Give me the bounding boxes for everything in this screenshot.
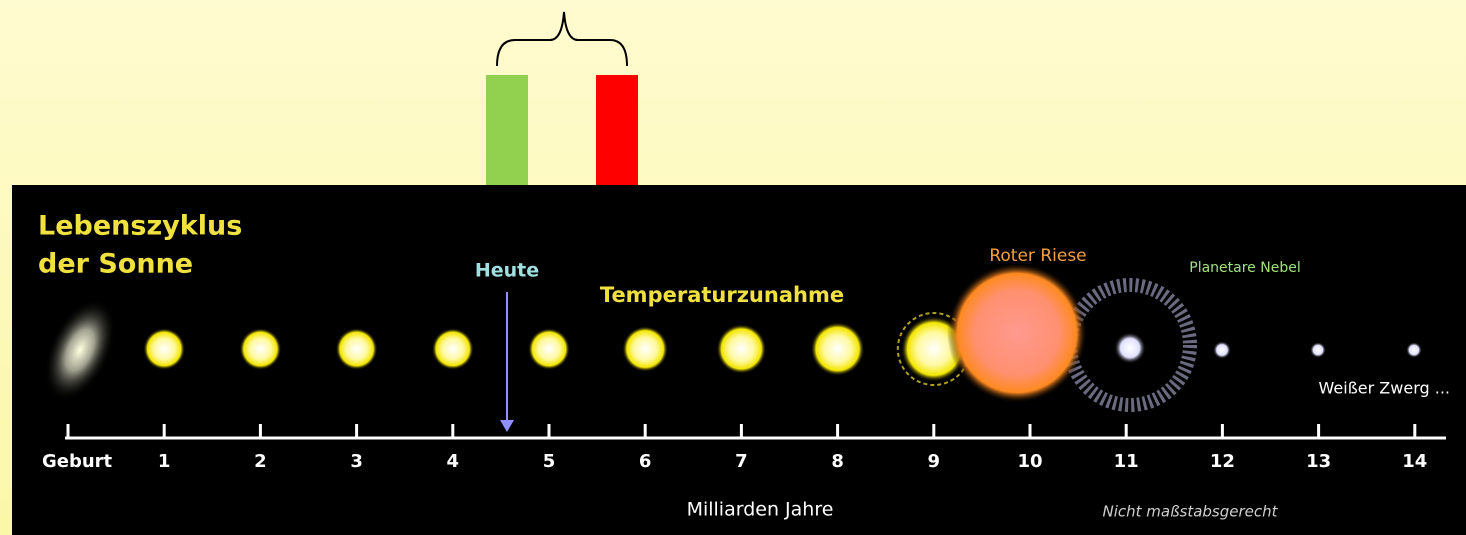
axis-label: 1 — [158, 451, 171, 472]
today-label: Heute — [475, 260, 539, 282]
white-dwarf — [1114, 332, 1146, 364]
white-dwarf-label: Weißer Zwerg ... — [1319, 379, 1450, 398]
axis-label: 11 — [1114, 451, 1139, 472]
axis-label: 2 — [254, 451, 267, 472]
axis-label: 4 — [447, 451, 460, 472]
axis-label: 5 — [543, 451, 556, 472]
axis-label: 14 — [1402, 451, 1427, 472]
axis-label: 7 — [735, 451, 748, 472]
sun — [716, 324, 766, 374]
axis-label: Geburt — [42, 451, 113, 472]
sun — [239, 328, 281, 370]
sun — [622, 326, 668, 372]
red-giant-label: Roter Riese — [989, 246, 1086, 266]
nebula-label: Planetare Nebel — [1189, 260, 1300, 276]
sun — [811, 322, 865, 376]
axis-label: 8 — [831, 451, 844, 472]
white-dwarf — [1213, 341, 1231, 359]
axis-label: 10 — [1017, 451, 1042, 472]
temperature-label: Temperaturzunahme — [600, 283, 844, 307]
axis-label: 3 — [350, 451, 363, 472]
diagram: Lebenszyklus der Sonne Heute Temperaturz… — [0, 0, 1466, 535]
white-dwarf — [1310, 342, 1326, 358]
axis-title: Milliarden Jahre — [687, 499, 834, 521]
white-dwarf — [1406, 342, 1422, 358]
axis-label: 12 — [1210, 451, 1235, 472]
note: Nicht maßstabsgerecht — [1102, 503, 1278, 521]
sun — [336, 328, 378, 370]
title-line: der Sonne — [38, 249, 193, 280]
title-line: Lebenszyklus — [38, 211, 242, 242]
sun — [143, 328, 185, 370]
axis-label: 13 — [1306, 451, 1331, 472]
sun — [528, 328, 570, 370]
axis-label: 6 — [639, 451, 652, 472]
sun — [432, 328, 474, 370]
axis-label: 9 — [928, 451, 941, 472]
red-giant — [947, 263, 1087, 403]
